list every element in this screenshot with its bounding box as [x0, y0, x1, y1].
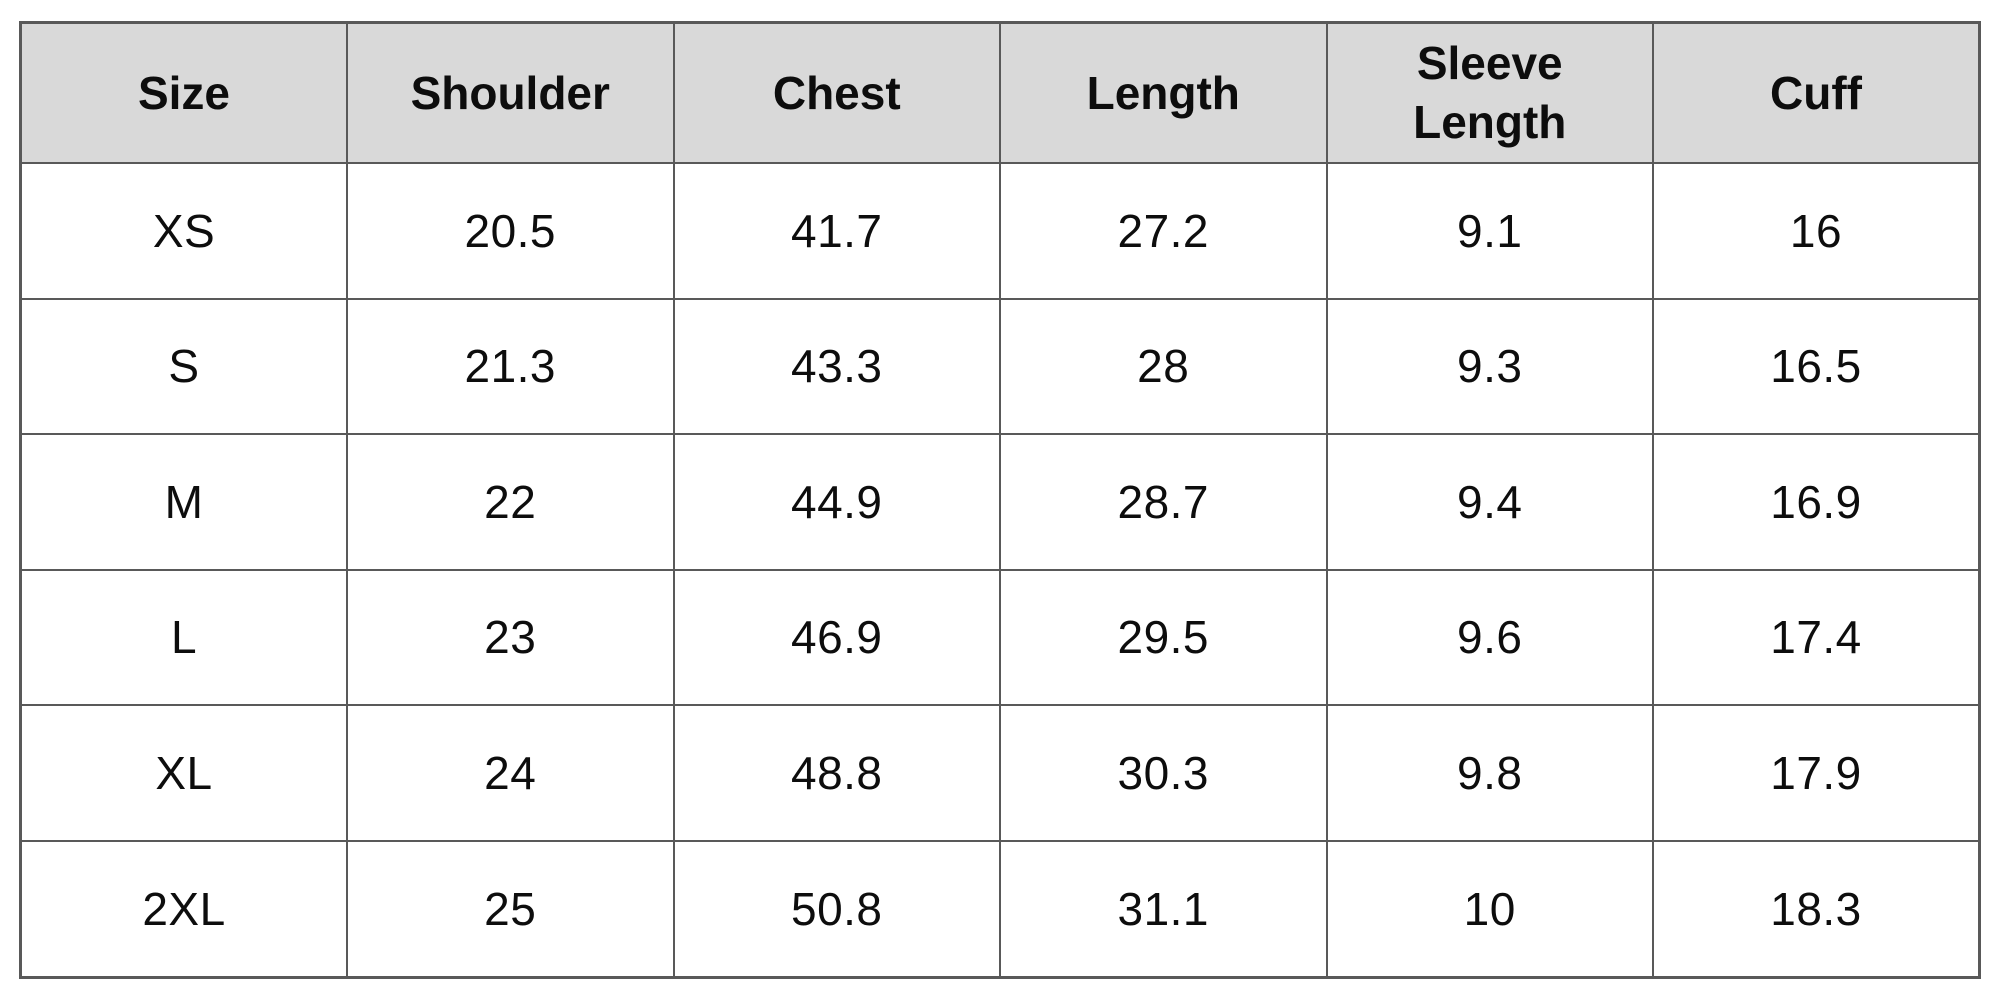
- column-header-sleeve-length: Sleeve Length: [1325, 21, 1654, 164]
- cell-shoulder: 24: [346, 704, 675, 842]
- cell-shoulder: 23: [346, 568, 675, 707]
- cell-length: 28.7: [999, 433, 1328, 571]
- cell-size: 2XL: [19, 839, 348, 979]
- cell-chest: 43.3: [672, 297, 1001, 436]
- column-header-length: Length: [999, 21, 1328, 164]
- cell-sleeve-length: 9.8: [1325, 704, 1654, 842]
- column-header-size: Size: [19, 21, 348, 164]
- cell-sleeve-length: 9.1: [1325, 162, 1654, 300]
- header-row: Size Shoulder Chest Length Sleeve Length…: [19, 21, 1981, 164]
- cell-sleeve-length: 9.6: [1325, 568, 1654, 707]
- table-row-xs: XS 20.5 41.7 27.2 9.1 16: [19, 162, 1981, 300]
- size-chart-table: Size Shoulder Chest Length Sleeve Length…: [19, 21, 1981, 979]
- cell-cuff: 16.9: [1652, 433, 1981, 571]
- column-header-shoulder: Shoulder: [346, 21, 675, 164]
- cell-chest: 46.9: [672, 568, 1001, 707]
- table-row-l: L 23 46.9 29.5 9.6 17.4: [19, 568, 1981, 707]
- table-row-xl: XL 24 48.8 30.3 9.8 17.9: [19, 704, 1981, 842]
- cell-shoulder: 22: [346, 433, 675, 571]
- cell-chest: 50.8: [672, 839, 1001, 979]
- cell-cuff: 18.3: [1652, 839, 1981, 979]
- cell-size: L: [19, 568, 348, 707]
- cell-shoulder: 20.5: [346, 162, 675, 300]
- cell-size: M: [19, 433, 348, 571]
- cell-length: 31.1: [999, 839, 1328, 979]
- table-row-2xl: 2XL 25 50.8 31.1 10 18.3: [19, 839, 1981, 979]
- table-header: Size Shoulder Chest Length Sleeve Length…: [19, 21, 1981, 164]
- column-header-chest: Chest: [672, 21, 1001, 164]
- cell-size: XS: [19, 162, 348, 300]
- cell-cuff: 16.5: [1652, 297, 1981, 436]
- table-body: XS 20.5 41.7 27.2 9.1 16 S 21.3 43.3 28 …: [19, 162, 1981, 979]
- cell-sleeve-length: 9.4: [1325, 433, 1654, 571]
- cell-cuff: 17.4: [1652, 568, 1981, 707]
- cell-chest: 44.9: [672, 433, 1001, 571]
- cell-sleeve-length: 10: [1325, 839, 1654, 979]
- cell-size: S: [19, 297, 348, 436]
- cell-size: XL: [19, 704, 348, 842]
- cell-length: 30.3: [999, 704, 1328, 842]
- cell-shoulder: 25: [346, 839, 675, 979]
- table-row-m: M 22 44.9 28.7 9.4 16.9: [19, 433, 1981, 571]
- cell-shoulder: 21.3: [346, 297, 675, 436]
- cell-length: 29.5: [999, 568, 1328, 707]
- cell-sleeve-length: 9.3: [1325, 297, 1654, 436]
- cell-cuff: 16: [1652, 162, 1981, 300]
- cell-length: 27.2: [999, 162, 1328, 300]
- cell-chest: 48.8: [672, 704, 1001, 842]
- table-row-s: S 21.3 43.3 28 9.3 16.5: [19, 297, 1981, 436]
- cell-cuff: 17.9: [1652, 704, 1981, 842]
- column-header-cuff: Cuff: [1652, 21, 1981, 164]
- cell-chest: 41.7: [672, 162, 1001, 300]
- cell-length: 28: [999, 297, 1328, 436]
- size-chart-container: Size Shoulder Chest Length Sleeve Length…: [19, 21, 1981, 979]
